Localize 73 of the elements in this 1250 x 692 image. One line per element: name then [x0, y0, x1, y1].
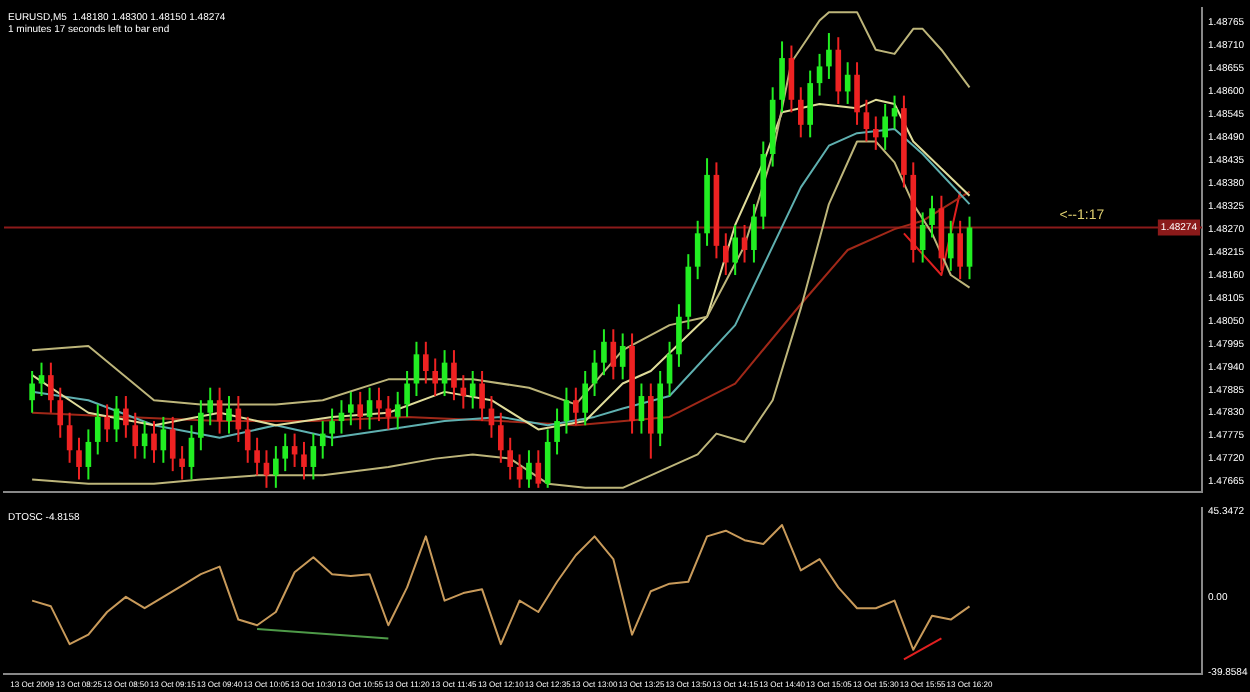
candlestick [544, 428, 551, 489]
candlestick [94, 403, 101, 456]
candlestick [526, 449, 532, 489]
candlestick [254, 436, 260, 477]
candlestick [563, 386, 570, 435]
candlestick [835, 36, 842, 105]
candlestick [198, 399, 204, 452]
candlestick [507, 436, 514, 481]
candlestick [882, 102, 888, 151]
candlestick [310, 432, 317, 481]
candlestick [619, 332, 626, 381]
candlestick [610, 328, 617, 381]
candlestick [854, 61, 860, 126]
candlestick [394, 390, 401, 431]
candlestick [366, 386, 373, 431]
candlestick [601, 328, 607, 377]
candlestick [216, 386, 223, 435]
candlestick [666, 340, 673, 398]
candlestick [282, 432, 289, 473]
candlestick [244, 415, 251, 464]
candlestick [38, 361, 45, 398]
candlestick [779, 40, 785, 114]
candlestick [451, 349, 457, 402]
candlestick [469, 370, 476, 410]
candlestick [732, 223, 738, 277]
candlestick [179, 445, 185, 481]
candlestick [676, 303, 682, 368]
candlestick [423, 340, 429, 385]
candlestick [751, 203, 757, 264]
candlestick [160, 415, 167, 464]
candlestick [966, 215, 973, 281]
candlestick [29, 370, 35, 414]
candlestick [48, 361, 54, 414]
candlestick [957, 219, 963, 281]
candlestick [226, 395, 232, 435]
candlestick [591, 349, 598, 398]
candlestick [929, 194, 935, 239]
candlestick [441, 349, 448, 398]
candlestick [479, 370, 485, 423]
candlestick [123, 395, 129, 439]
candlestick [554, 407, 560, 456]
candlestick [648, 382, 654, 460]
candlestick [301, 440, 307, 481]
candlestick [376, 386, 382, 423]
candlestick [816, 52, 823, 97]
candlestick [694, 219, 701, 281]
candlestick [151, 420, 157, 464]
candlestick [432, 357, 439, 398]
candlestick [722, 232, 729, 277]
candlestick [573, 386, 579, 427]
candlestick [826, 32, 832, 80]
candlestick [797, 86, 804, 139]
candlestick [863, 98, 870, 143]
candlestick [207, 386, 214, 427]
candlestick [57, 386, 64, 439]
candlestick [582, 370, 588, 427]
candlestick [132, 411, 139, 460]
candlestick [348, 390, 354, 427]
candlestick [498, 411, 504, 464]
candlestick [169, 415, 176, 473]
candlestick [104, 403, 110, 443]
candlestick [76, 436, 82, 481]
candlestick [741, 223, 748, 264]
candlestick [319, 420, 326, 460]
candlestick [404, 370, 410, 418]
candlestick [273, 445, 279, 489]
candlestick [807, 69, 813, 139]
candlestick [357, 390, 364, 431]
candlestick [535, 449, 542, 489]
candlestick [413, 340, 420, 398]
candlestick [329, 407, 335, 448]
candlestick [872, 115, 879, 151]
candlestick [947, 219, 954, 272]
